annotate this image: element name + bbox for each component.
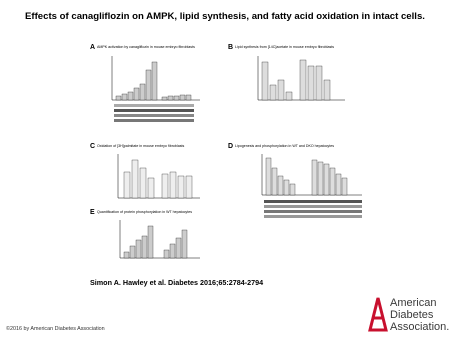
panel-label: D xyxy=(228,143,233,150)
logo-mark xyxy=(368,297,388,332)
panel-a: A AMPK activation by canagliflozin in mo… xyxy=(90,44,200,122)
panel-e: E Quantification of protein phosphorylat… xyxy=(90,209,200,259)
panel-title: Lipogenesis and phosphorylation in WT an… xyxy=(235,144,334,148)
panel-label: C xyxy=(90,143,95,150)
panel-label: A xyxy=(90,44,95,51)
panel-b: B Lipid synthesis from [14C]acetate in m… xyxy=(228,44,345,101)
panel-title: Quantification of protein phosphorylatio… xyxy=(97,210,192,214)
panel-label: E xyxy=(90,209,95,216)
bars xyxy=(265,157,348,196)
panel-title: Lipid synthesis from [14C]acetate in mou… xyxy=(235,45,334,49)
bars xyxy=(123,159,193,199)
panel-title: Oxidation of [3H]palmitate in mouse embr… xyxy=(97,144,184,148)
logo-text: American xyxy=(390,297,436,309)
blots xyxy=(114,104,194,122)
blots xyxy=(264,200,362,218)
bars xyxy=(261,59,331,101)
logo-text: Association. xyxy=(390,321,449,333)
logo-text: Diabetes xyxy=(390,309,434,321)
citation: Simon A. Hawley et al. Diabetes 2016;65:… xyxy=(90,278,263,287)
logo: American Diabetes Association. xyxy=(368,297,449,333)
panel-title: AMPK activation by canagliflozin in mous… xyxy=(97,45,195,49)
slide-title: Effects of canagliflozin on AMPK, lipid … xyxy=(25,11,425,22)
panel-c: C Oxidation of [3H]palmitate in mouse em… xyxy=(90,143,200,199)
copyright: ©2016 by American Diabetes Association xyxy=(6,325,105,332)
bars xyxy=(123,225,188,259)
bars xyxy=(115,61,192,101)
figure: A AMPK activation by canagliflozin in mo… xyxy=(90,44,362,259)
panel-label: B xyxy=(228,44,233,51)
panel-d: D Lipogenesis and phosphorylation in WT … xyxy=(228,143,362,218)
